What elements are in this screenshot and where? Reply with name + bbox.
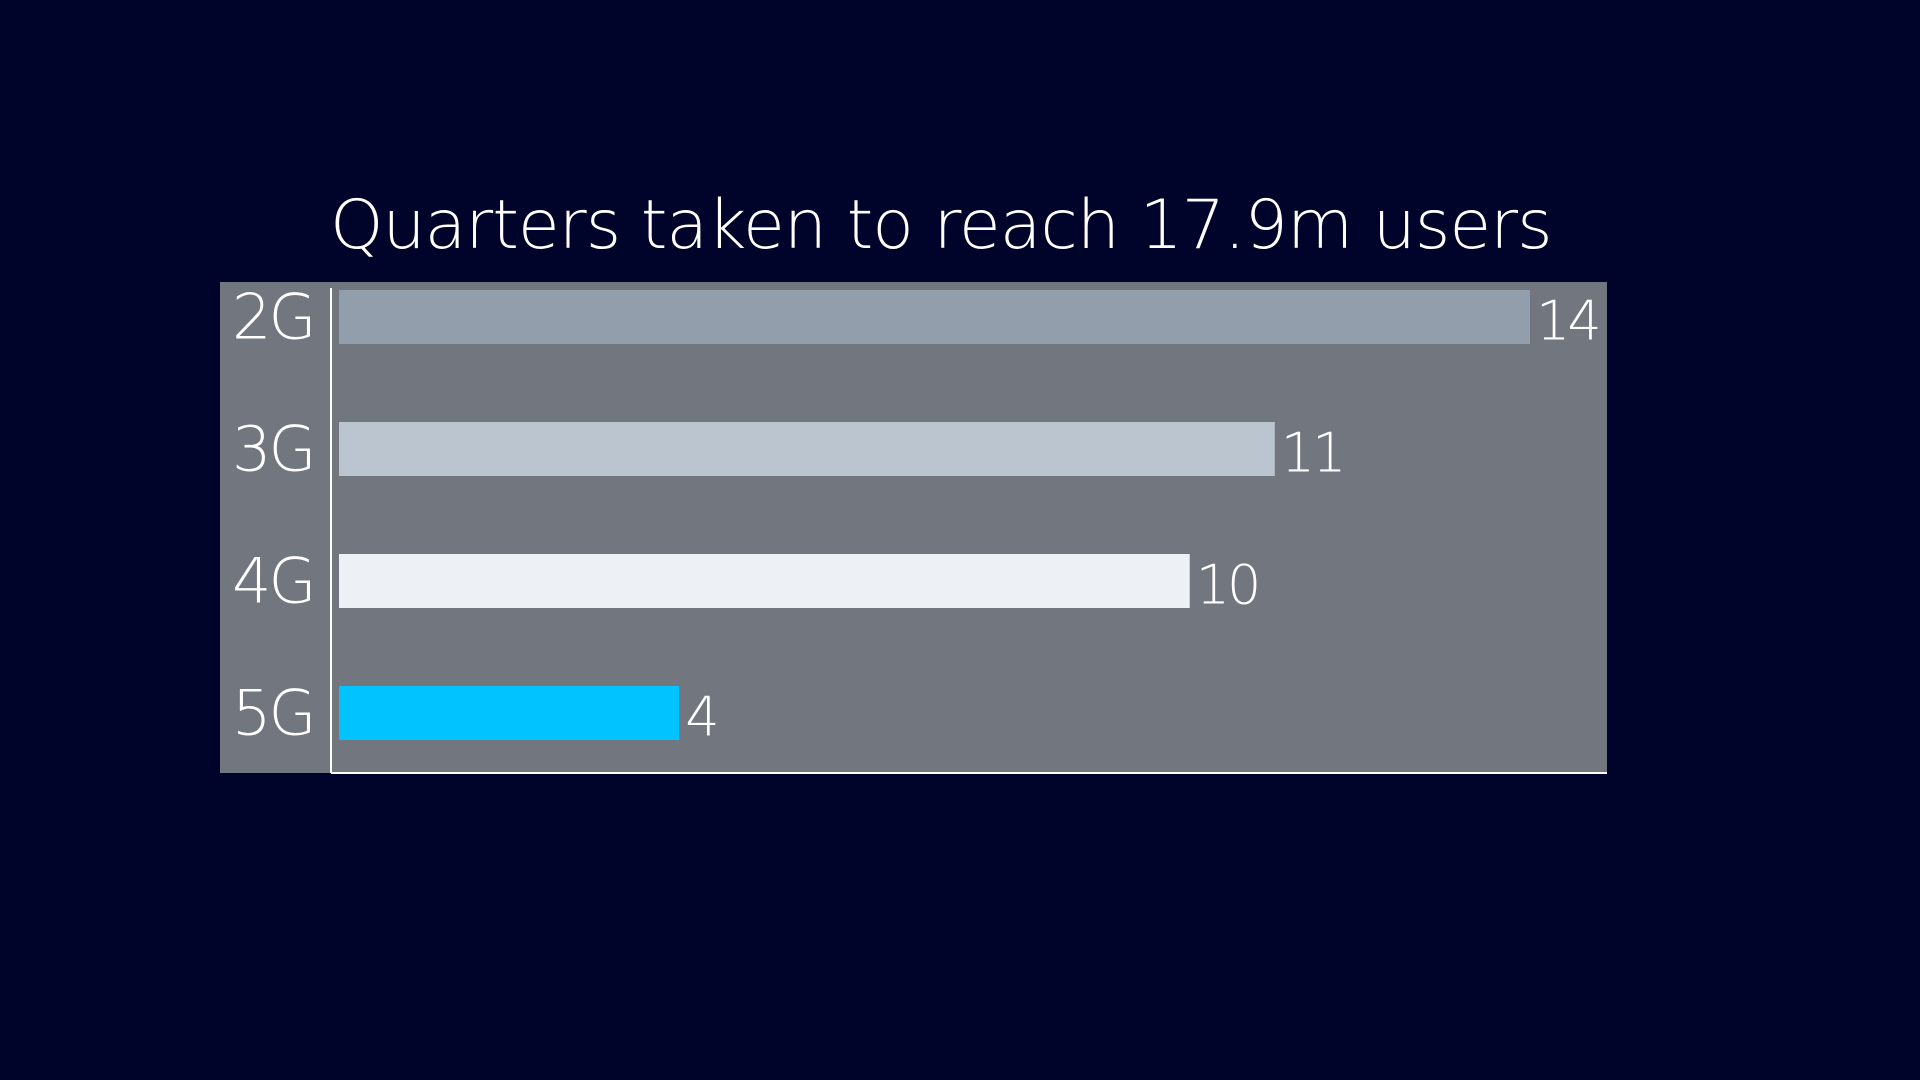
bars-layer: 2G 14 3G 11 4G 10 5G 4 — [232, 281, 1602, 750]
bar-3g — [339, 422, 1275, 476]
category-label-4g: 4G — [232, 545, 314, 618]
data-label-4g: 10 — [1196, 554, 1259, 617]
category-label-2g: 2G — [232, 281, 314, 354]
data-label-3g: 11 — [1281, 422, 1344, 485]
chart-title: Quarters taken to reach 17.9m users — [330, 186, 1553, 265]
bar-5g — [339, 686, 680, 740]
category-label-5g: 5G — [232, 677, 314, 750]
category-label-3g: 3G — [232, 413, 314, 486]
bar-4g — [339, 554, 1190, 608]
bar-2g — [339, 290, 1530, 344]
data-label-5g: 4 — [685, 686, 716, 749]
data-label-2g: 14 — [1536, 290, 1599, 353]
